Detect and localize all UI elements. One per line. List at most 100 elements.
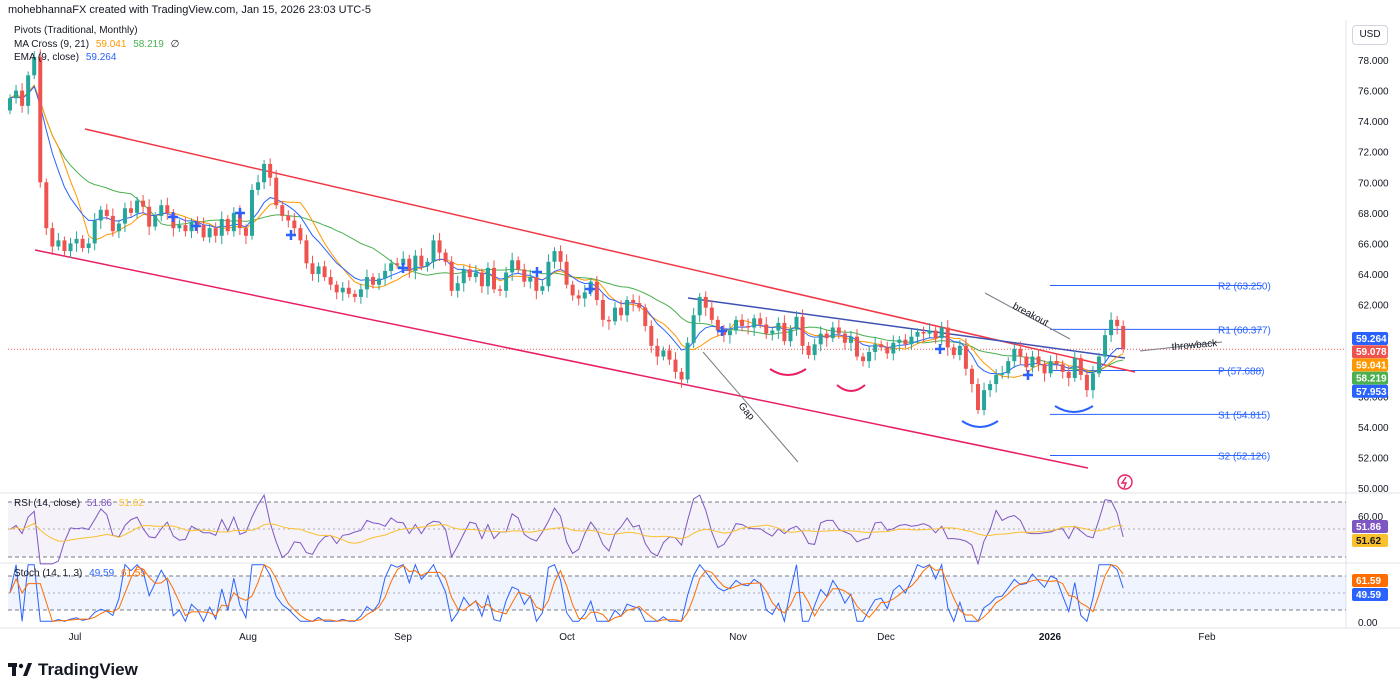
candle-body [1084, 374, 1089, 391]
stoch-tick-label: 0.00 [1358, 618, 1378, 629]
ma-cross-marker [235, 208, 245, 218]
candle-body [1024, 356, 1029, 368]
y-tick-label: 66.000 [1358, 239, 1389, 250]
x-tick-label: Nov [729, 632, 747, 643]
candle-body [927, 330, 932, 334]
price-label: 57.953 [1356, 387, 1387, 398]
ma-cross-marker [191, 221, 201, 231]
stoch-k-price-label: 49.59 [1356, 590, 1381, 601]
candle-body [594, 281, 599, 300]
candle-body [836, 327, 841, 334]
x-tick-label: Dec [877, 632, 895, 643]
rounded-bottom-marker [836, 384, 866, 392]
candle-body [752, 318, 757, 328]
candle-body [957, 345, 962, 356]
candle-body [510, 260, 515, 273]
candle-body [709, 307, 714, 320]
candle-body [873, 344, 878, 352]
candle-body [8, 98, 12, 111]
candle-body [129, 208, 133, 213]
candle-body [425, 261, 430, 267]
candle-body [14, 90, 19, 99]
rounded-bottom-marker [769, 368, 807, 376]
y-tick-label: 68.000 [1358, 209, 1389, 220]
rsi-ma-line [9, 522, 1124, 544]
stoch-d-label-bg [1352, 574, 1388, 587]
rounded-bottom-marker [1054, 405, 1094, 413]
candle-body [316, 266, 321, 274]
candle-body [141, 200, 146, 207]
candle-body [788, 329, 793, 342]
candle-body [734, 319, 738, 331]
candle-body [44, 182, 49, 229]
legend-stoch[interactable]: Stoch (14, 1, 3) 49.59 61.59 [14, 568, 146, 579]
candle-body [492, 267, 496, 290]
candle-body [830, 327, 835, 339]
legend-ma-cross[interactable]: MA Cross (9, 21) 59.041 58.219 ∅ [14, 39, 179, 50]
candle-body [679, 371, 684, 380]
candle-body [691, 315, 696, 343]
candle-body [1000, 373, 1005, 375]
candle-body [292, 220, 297, 229]
candle-body [915, 332, 920, 337]
x-tick-label: Jul [69, 632, 82, 643]
y-tick-label: 78.000 [1358, 56, 1389, 67]
candle-body [219, 218, 224, 236]
candle-body [1060, 364, 1065, 372]
candle-body [207, 228, 212, 238]
candle-body [667, 350, 672, 360]
candle-body [177, 225, 182, 229]
price-label-bg [1352, 371, 1388, 385]
candle-body [256, 182, 261, 190]
legend-rsi[interactable]: RSI (14, close) 51.86 51.62 [14, 498, 144, 509]
y-tick-label: 74.000 [1358, 117, 1389, 128]
currency-button[interactable]: USD [1352, 25, 1388, 45]
candle-body [56, 240, 61, 247]
tradingview-brand: TradingView [38, 660, 138, 679]
y-tick-label: 62.000 [1358, 301, 1389, 312]
x-tick-label: Sep [394, 632, 412, 643]
annotation-gap: Gap [736, 401, 757, 423]
candle-body [395, 263, 400, 265]
candle-body [243, 228, 248, 236]
candle-body [473, 272, 478, 278]
ma-fast-line [9, 84, 1124, 378]
candle-body [764, 324, 769, 334]
pivot-label: P (57.688) [1218, 366, 1265, 377]
candle-body [116, 223, 121, 232]
rsi-label-bg [1352, 520, 1388, 533]
candle-body [951, 347, 956, 356]
candle-body [358, 289, 363, 297]
candle-body [62, 240, 67, 252]
candle-body [661, 350, 666, 357]
candle-body [1054, 361, 1059, 365]
candle-body [746, 325, 751, 328]
candle-body [1121, 325, 1126, 349]
candle-body [528, 277, 533, 282]
candle-body [631, 299, 636, 304]
candle-body [328, 277, 333, 285]
candle-body [334, 284, 339, 293]
candle-body [673, 359, 678, 372]
legend-pivots[interactable]: Pivots (Traditional, Monthly) [14, 25, 138, 36]
stoch-k-label-bg [1352, 588, 1388, 601]
tradingview-logo[interactable]: TradingView [8, 660, 138, 680]
legend-pivots-label: Pivots (Traditional, Monthly) [14, 25, 138, 36]
legend-ma-cross-value-1: 59.041 [95, 39, 127, 50]
candle-body [855, 336, 859, 357]
tradingview-logo-icon [8, 663, 32, 676]
rounded-bottom-marker [961, 420, 999, 428]
rsi-tick-label: 60.00 [1358, 512, 1383, 523]
candle-body [225, 218, 230, 232]
candle-body [479, 272, 484, 287]
candle-body [32, 56, 37, 76]
candle-body [231, 212, 236, 232]
legend-ema[interactable]: EMA (9, close) 59.264 [14, 52, 116, 63]
ma-slow-line [9, 84, 1124, 373]
candle-body [600, 299, 605, 320]
candle-body [540, 286, 545, 291]
candle-body [237, 212, 242, 229]
candle-body [534, 277, 539, 291]
candle-body [727, 330, 732, 336]
